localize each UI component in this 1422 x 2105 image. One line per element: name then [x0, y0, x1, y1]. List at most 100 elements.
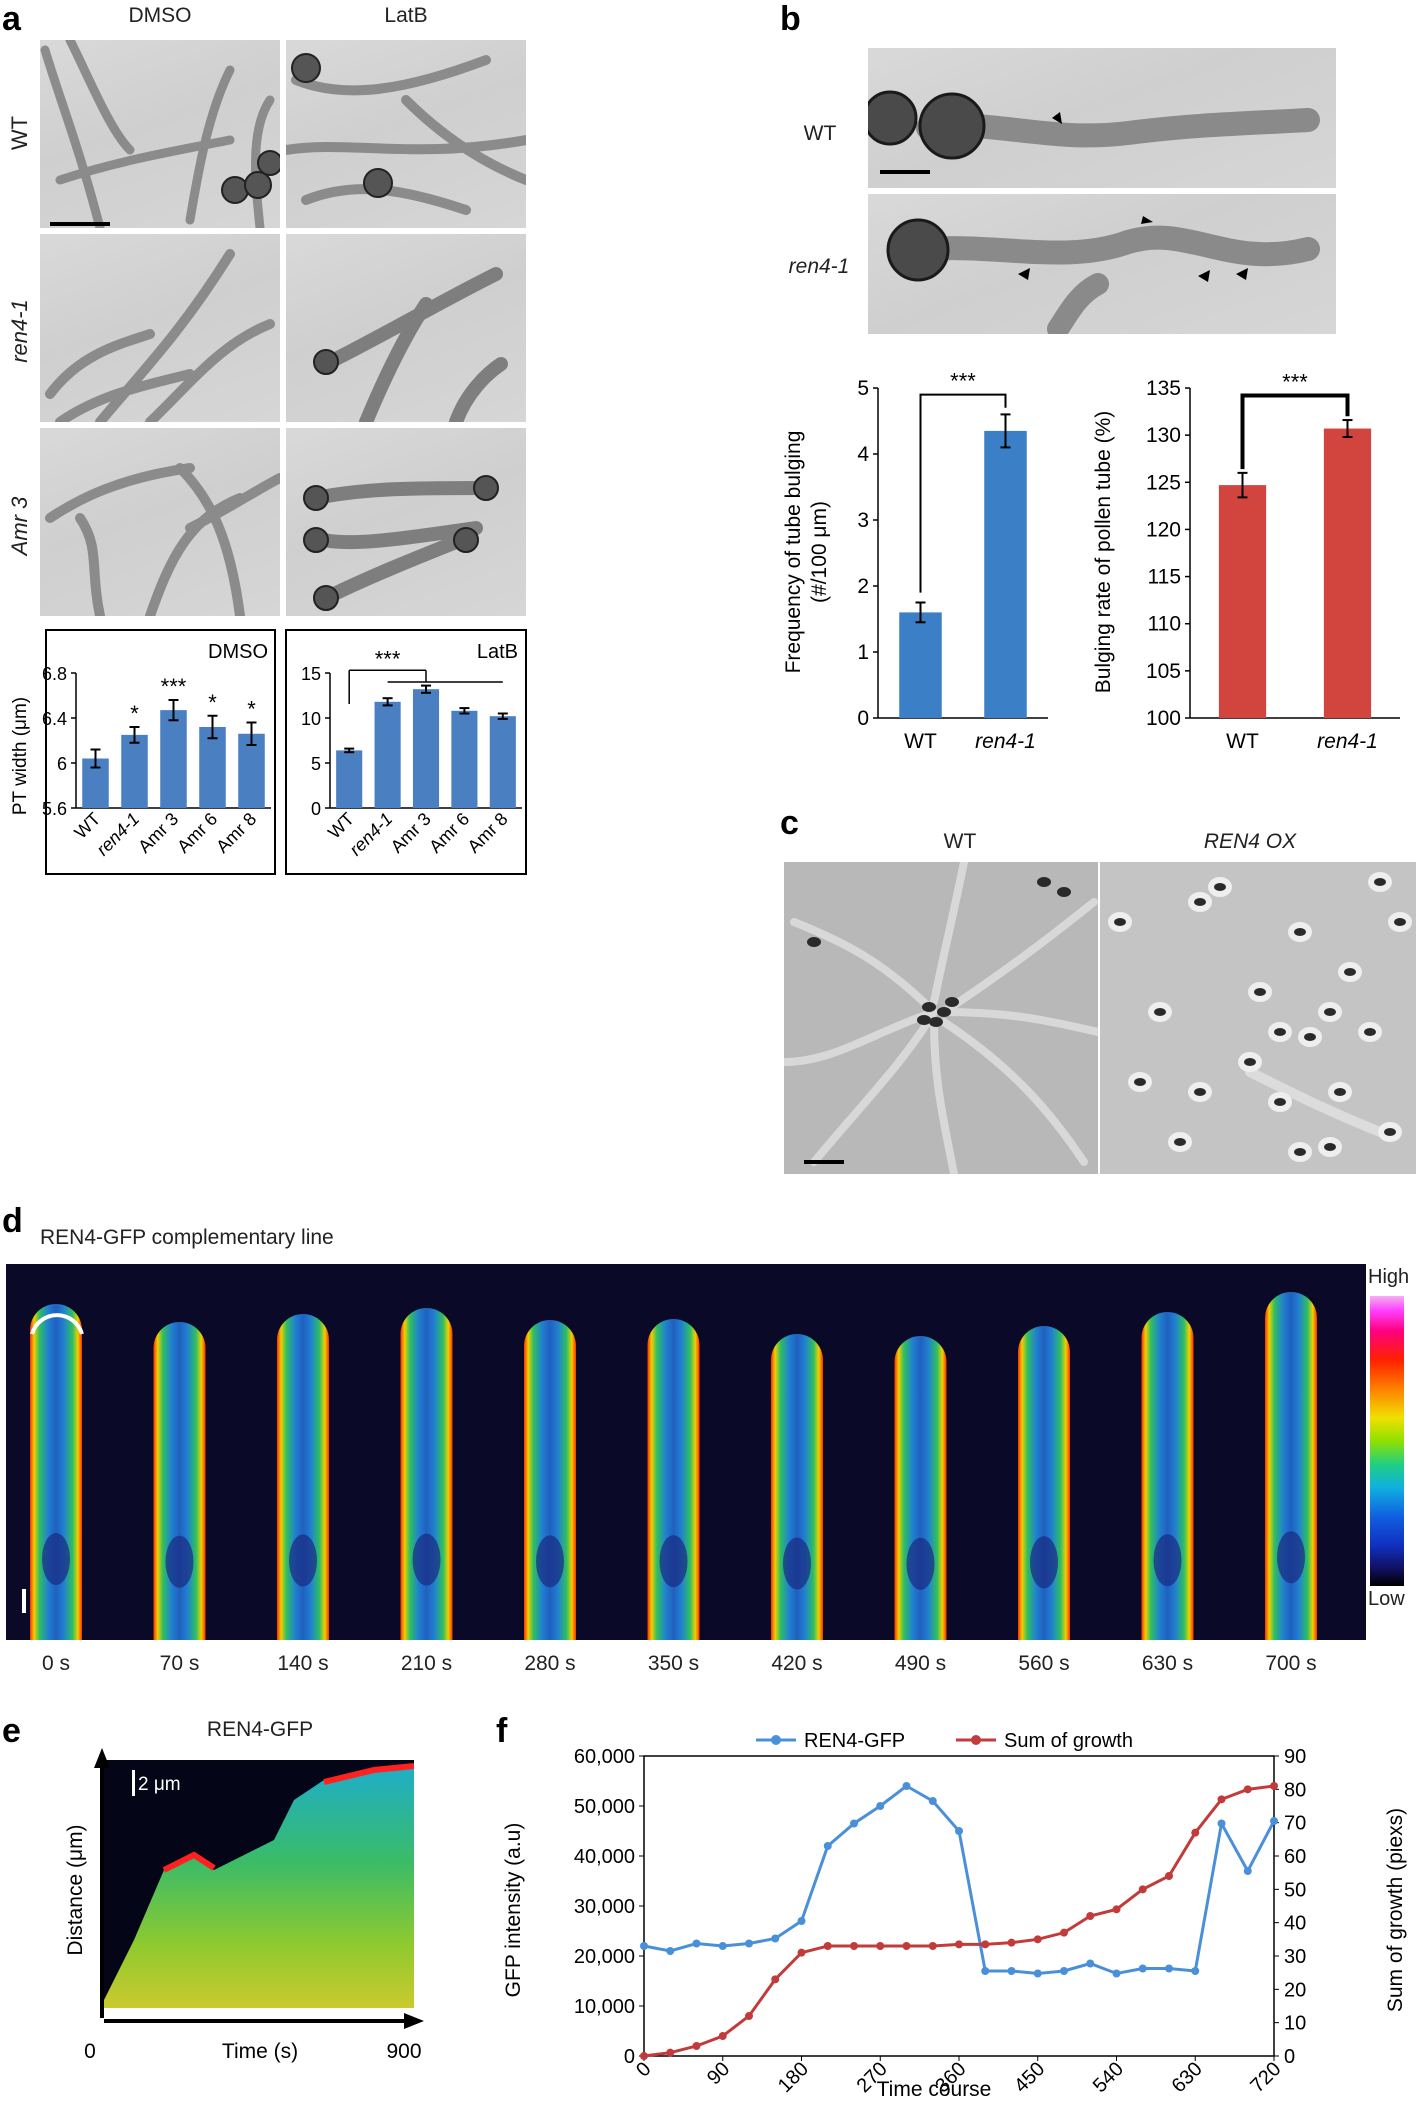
sig-bracket: [1240, 393, 1350, 470]
chart-a-dmso-svg: DMSO PT width (μm) 5.666.46.8WT*ren4-1**…: [10, 629, 276, 875]
micrograph-wt-latb: [286, 40, 526, 228]
y-tick-label: 110: [1148, 613, 1181, 636]
significance-mark: ***: [375, 646, 401, 671]
panel-label-b: b: [780, 0, 801, 38]
fluorescence-time-series-body: [6, 1264, 1366, 1640]
data-point: [1165, 1872, 1173, 1880]
time-label: 210 s: [400, 1652, 453, 1675]
bar: [121, 734, 148, 808]
x-tick-label: WT: [1226, 730, 1259, 753]
vacuole: [42, 1533, 70, 1585]
data-point: [1243, 1867, 1252, 1875]
x-axis-label: Time course: [877, 2078, 992, 2100]
data-point: [955, 1940, 963, 1949]
y-tick-label: 20,000: [574, 1946, 635, 1968]
micrograph-amr3-dmso: [40, 428, 280, 616]
y-tick-label: 115: [1148, 566, 1181, 589]
x-tick-label: Amr 6: [173, 809, 221, 857]
data-point: [1060, 1967, 1068, 1975]
data-point: [666, 2048, 675, 2057]
data-point: [823, 1842, 832, 1850]
data-point: [771, 1934, 780, 1943]
data-point: [876, 1802, 885, 1810]
data-point: [718, 2032, 727, 2040]
col-label-c-wt: WT: [943, 830, 977, 853]
chart-title: DMSO: [208, 641, 268, 663]
col-label-dmso: DMSO: [128, 4, 192, 27]
pollen-tube: [1265, 1292, 1317, 1640]
data-point: [745, 1939, 753, 1948]
pollen-tube: [524, 1320, 576, 1640]
y-tick-label: 10: [301, 709, 321, 729]
y-tick-label: 1: [857, 641, 869, 664]
data-point: [981, 1967, 990, 1975]
pollen-tube: [30, 1304, 82, 1640]
data-point: [692, 2042, 701, 2050]
data-point: [1243, 1785, 1252, 1794]
data-point: [1033, 1969, 1042, 1978]
pollen-tube: [894, 1336, 947, 1640]
x-tick-label: 540: [1089, 2058, 1128, 2097]
y-axis-label: GFP intensity (a.u): [502, 1823, 525, 1998]
x-tick-label: 0: [632, 2058, 655, 2081]
x-tick-label: ren4-1: [92, 809, 143, 860]
x-tick-label: 720: [1246, 2058, 1285, 2097]
kymo-ylabel: Distance (μm): [64, 1824, 87, 1955]
y-tick-label: 50,000: [574, 1796, 635, 1818]
bar: [374, 701, 401, 808]
chart-a-dmso: DMSO PT width (μm) 5.6 6 6.4 6.8 WT * ren4-1 **…: [10, 628, 277, 876]
data-point: [1060, 1928, 1068, 1937]
legend-marker: [771, 1735, 781, 1745]
data-point: [955, 1827, 963, 1835]
data-point: [771, 1975, 780, 1984]
bar: [199, 727, 226, 808]
row-label-b-ren4-1: ren4-1: [788, 255, 850, 278]
legend-label: Sum of growth: [1004, 1730, 1133, 1752]
significance-mark: ***: [1282, 372, 1308, 395]
data-point: [1112, 1969, 1121, 1978]
data-point: [981, 1940, 990, 1949]
y-tick-label: 15: [301, 664, 321, 684]
time-label: 560 s: [1018, 1652, 1070, 1675]
y2-tick-label: 70: [1284, 1813, 1306, 1835]
pollen-tube: [1018, 1326, 1070, 1640]
x-tick-label: Amr 8: [464, 809, 512, 857]
data-point: [850, 1942, 858, 1950]
chart-b-bulging-rate: Bulging rate of pollen tube (%) 100 105 11…: [1090, 370, 1415, 762]
kymograph: 2 μm: [104, 1760, 414, 2008]
significance-mark: *: [208, 690, 217, 715]
time-label: 630 s: [1141, 1652, 1194, 1675]
bar: [489, 716, 516, 808]
chart-title: LatB: [477, 641, 518, 663]
y-axis-label-line2: (#/100 μm): [808, 501, 831, 603]
micrograph-c-ren4ox: [1100, 862, 1416, 1174]
panel-label-f: f: [496, 1712, 508, 1750]
y-tick-label: 6.4: [42, 709, 67, 729]
data-point: [1270, 1782, 1278, 1790]
time-label: 70 s: [159, 1652, 200, 1675]
pollen-tube: [771, 1334, 823, 1640]
data-point: [1007, 1938, 1016, 1947]
y-tick-label: 0: [311, 799, 321, 819]
x-tick-label: ren4-1: [975, 730, 1036, 753]
data-point: [666, 1947, 675, 1955]
y2-tick-label: 80: [1284, 1779, 1306, 1801]
bar: [238, 733, 265, 808]
y2-tick-label: 0: [1284, 2046, 1295, 2068]
legend-marker: [971, 1735, 981, 1745]
y-tick-label: 5.6: [42, 799, 67, 819]
vacuole: [1277, 1531, 1305, 1584]
significance-mark: *: [247, 697, 256, 722]
y2-tick-label: 50: [1284, 1879, 1306, 1901]
data-point: [928, 1797, 937, 1805]
data-point: [1086, 1912, 1095, 1920]
y-axis-label: Bulging rate of pollen tube (%): [1092, 411, 1115, 694]
micrograph-c-wt: [784, 862, 1098, 1174]
y-tick-label: 6: [57, 754, 67, 774]
time-label: 140 s: [277, 1652, 329, 1675]
time-label: 700 s: [1265, 1652, 1317, 1675]
chart-b-frequency: Frequency of tube bulging (#/100 μm) 0 1 2 3…: [780, 369, 1070, 762]
y2-tick-label: 20: [1284, 1979, 1306, 2001]
y-tick-label: 100: [1146, 707, 1181, 730]
y-tick-label: 125: [1146, 471, 1181, 494]
